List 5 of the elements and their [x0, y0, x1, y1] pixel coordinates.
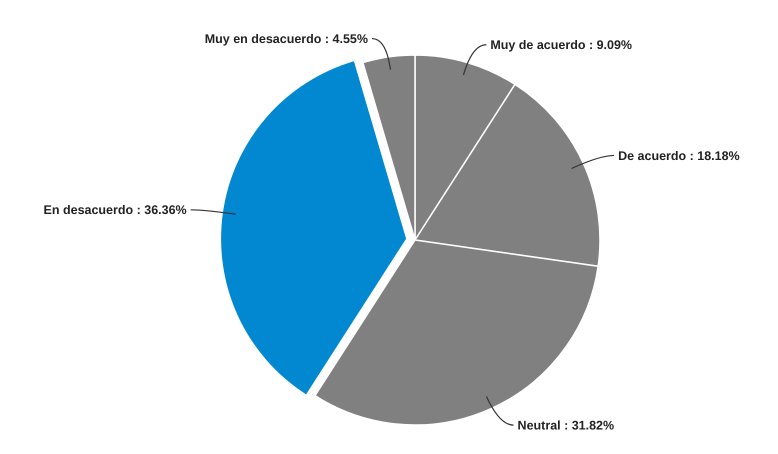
slice-label: De acuerdo : 18.18% — [618, 148, 740, 163]
slice-label: Muy de acuerdo : 9.09% — [490, 38, 632, 52]
slice-label: Muy en desacuerdo : 4.55% — [204, 32, 368, 46]
slice-label: En desacuerdo : 36.36% — [44, 203, 187, 218]
slice-label: Neutral : 31.82% — [518, 418, 614, 432]
